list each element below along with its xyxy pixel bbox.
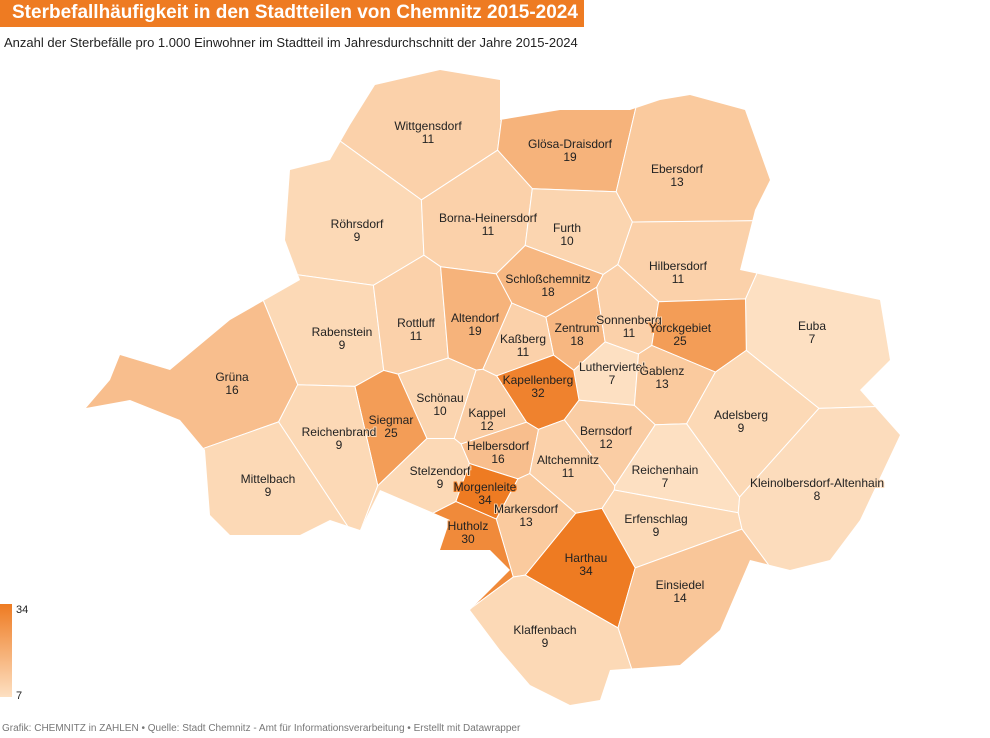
district-name: Helbersdorf: [467, 439, 530, 453]
district-name: Schönau: [416, 391, 463, 405]
district-name: Mittelbach: [241, 472, 296, 486]
district-name: Reichenhain: [632, 463, 699, 477]
district-name: Harthau: [565, 551, 608, 565]
district-name: Rabenstein: [312, 325, 373, 339]
district-value: 34: [579, 564, 593, 578]
district-value: 13: [655, 377, 669, 391]
district-name: Adelsberg: [714, 408, 768, 422]
district-name: Reichenbrand: [302, 425, 377, 439]
district-name: Borna-Heinersdorf: [439, 211, 538, 225]
district-value: 11: [562, 466, 575, 480]
district-value: 25: [384, 426, 398, 440]
district-value: 11: [422, 132, 435, 146]
district-name: Hutholz: [448, 519, 489, 533]
source: Grafik: CHEMNITZ in ZAHLEN • Quelle: Sta…: [2, 723, 521, 734]
district-name: Gablenz: [640, 364, 685, 378]
district-name: Stelzendorf: [410, 464, 471, 478]
district-value: 19: [468, 324, 482, 338]
district-value: 30: [461, 532, 475, 546]
district-name: Kapellenberg: [503, 373, 574, 387]
district-name: Erfenschlag: [624, 512, 687, 526]
district-name: Morgenleite: [454, 480, 517, 494]
district-name: Zentrum: [555, 321, 600, 335]
district-value: 9: [653, 525, 660, 539]
district: [86, 421, 358, 705]
district-value: 11: [517, 345, 530, 359]
district-value: 12: [599, 437, 613, 451]
district-name: Yorckgebiet: [649, 321, 712, 335]
district-value: 18: [570, 334, 584, 348]
district-name: Markersdorf: [494, 502, 559, 516]
district-value: 34: [478, 493, 492, 507]
district-name: Wittgensdorf: [394, 119, 462, 133]
district-name: Glösa-Draisdorf: [528, 137, 613, 151]
district-name: Kleinolbersdorf-Altenhain: [750, 476, 884, 490]
district-value: 19: [563, 150, 577, 164]
district-value: 32: [531, 386, 545, 400]
district-name: Furth: [553, 221, 581, 235]
legend-max: 34: [16, 604, 28, 616]
district-name: Einsiedel: [656, 578, 705, 592]
district-name: Röhrsdorf: [331, 217, 384, 231]
district-value: 18: [541, 285, 555, 299]
district-name: Altchemnitz: [537, 453, 599, 467]
district-name: Rottluff: [397, 316, 435, 330]
district-value: 11: [623, 326, 636, 340]
district-value: 9: [265, 485, 272, 499]
district-value: 9: [437, 477, 444, 491]
district-name: Kappel: [468, 406, 505, 420]
district-value: 13: [670, 175, 684, 189]
district-value: 11: [672, 272, 685, 286]
district-value: 9: [738, 421, 745, 435]
district-name: Grüna: [215, 370, 249, 384]
district-value: 7: [809, 332, 816, 346]
district-value: 14: [673, 591, 687, 605]
district-name: Hilbersdorf: [649, 259, 708, 273]
district-name: Altendorf: [451, 311, 500, 325]
district-value: 13: [519, 515, 533, 529]
district-name: Euba: [798, 319, 826, 333]
district-value: 8: [814, 489, 821, 503]
district-name: Bernsdorf: [580, 424, 633, 438]
district-name: Klaffenbach: [513, 623, 576, 637]
district-value: 12: [480, 419, 494, 433]
district-value: 7: [609, 373, 616, 387]
district-value: 11: [482, 224, 495, 238]
district-name: Kaßberg: [500, 332, 546, 346]
title: Sterbefallhäufigkeit in den Stadtteilen …: [0, 0, 584, 27]
district-value: 16: [491, 452, 505, 466]
district-name: Lutherviertel: [579, 360, 645, 374]
district-value: 9: [354, 230, 361, 244]
district-name: Ebersdorf: [651, 162, 704, 176]
district-value: 7: [662, 476, 669, 490]
legend-bar: [0, 604, 12, 697]
district-name: Schloßchemnitz: [505, 272, 590, 286]
district-value: 9: [542, 636, 549, 650]
district-value: 9: [336, 438, 343, 452]
district-value: 9: [339, 338, 346, 352]
subtitle: Anzahl der Sterbefälle pro 1.000 Einwohn…: [4, 35, 578, 50]
district-value: 10: [560, 234, 574, 248]
legend-min: 7: [16, 690, 22, 702]
district-name: Sonnenberg: [596, 313, 661, 327]
district-value: 16: [225, 383, 239, 397]
district-value: 10: [433, 404, 447, 418]
district-value: 11: [410, 329, 423, 343]
district: [744, 70, 900, 409]
district-name: Siegmar: [369, 413, 414, 427]
district-value: 25: [673, 334, 687, 348]
